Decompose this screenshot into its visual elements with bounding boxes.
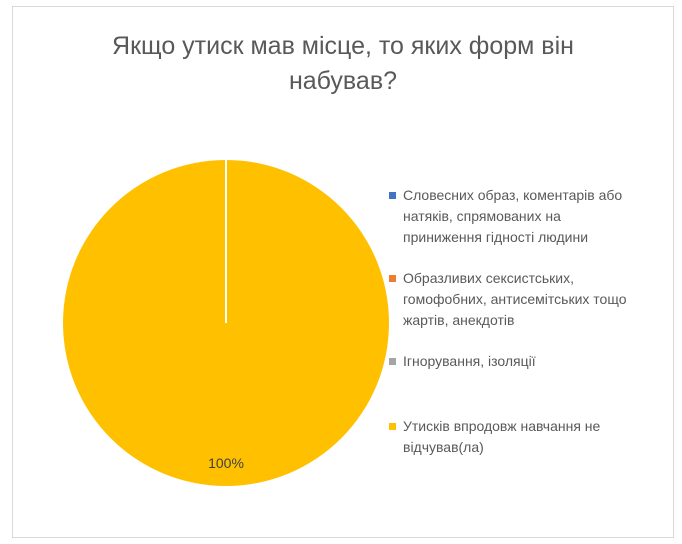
legend-item: Образливих сексистських, гомофобних, анти… xyxy=(389,268,675,331)
legend-label: Словесних образ, коментарів або xyxy=(403,187,623,203)
legend-label: приниження гідності людини xyxy=(403,229,589,245)
legend-item: Утисків впродовж навчання не відчував(ла) xyxy=(389,416,675,458)
chart-legend: Словесних образ, коментарів або натяків, … xyxy=(389,185,675,458)
chart-title: Якщо утиск мав місце, то яких форм він н… xyxy=(13,29,673,99)
legend-swatch xyxy=(389,423,396,430)
legend-swatch xyxy=(389,192,396,199)
chart-title-line-1: Якщо утиск мав місце, то яких форм він xyxy=(112,32,574,60)
legend-label: натяків, спрямованих на xyxy=(403,208,561,224)
legend-label: відчував(ла) xyxy=(403,439,484,455)
legend-label: Ігнорування, ізоляції xyxy=(403,353,536,369)
legend-item: Ігнорування, ізоляції xyxy=(389,351,675,372)
legend-swatch xyxy=(389,275,396,282)
legend-label: Образливих сексистських, xyxy=(403,270,574,286)
chart-title-line-2: набував? xyxy=(288,67,398,95)
legend-item: Словесних образ, коментарів або натяків, … xyxy=(389,185,675,248)
data-label: 100% xyxy=(208,455,244,471)
legend-swatch xyxy=(389,358,396,365)
legend-label: Утисків впродовж навчання не xyxy=(403,418,601,434)
legend-label: жартів, анекдотів xyxy=(403,312,515,328)
chart-area: Якщо утиск мав місце, то яких форм він н… xyxy=(12,6,674,538)
pie-chart: 100% xyxy=(63,160,389,486)
legend-label: гомофобних, антисемітських тощо xyxy=(403,291,627,307)
